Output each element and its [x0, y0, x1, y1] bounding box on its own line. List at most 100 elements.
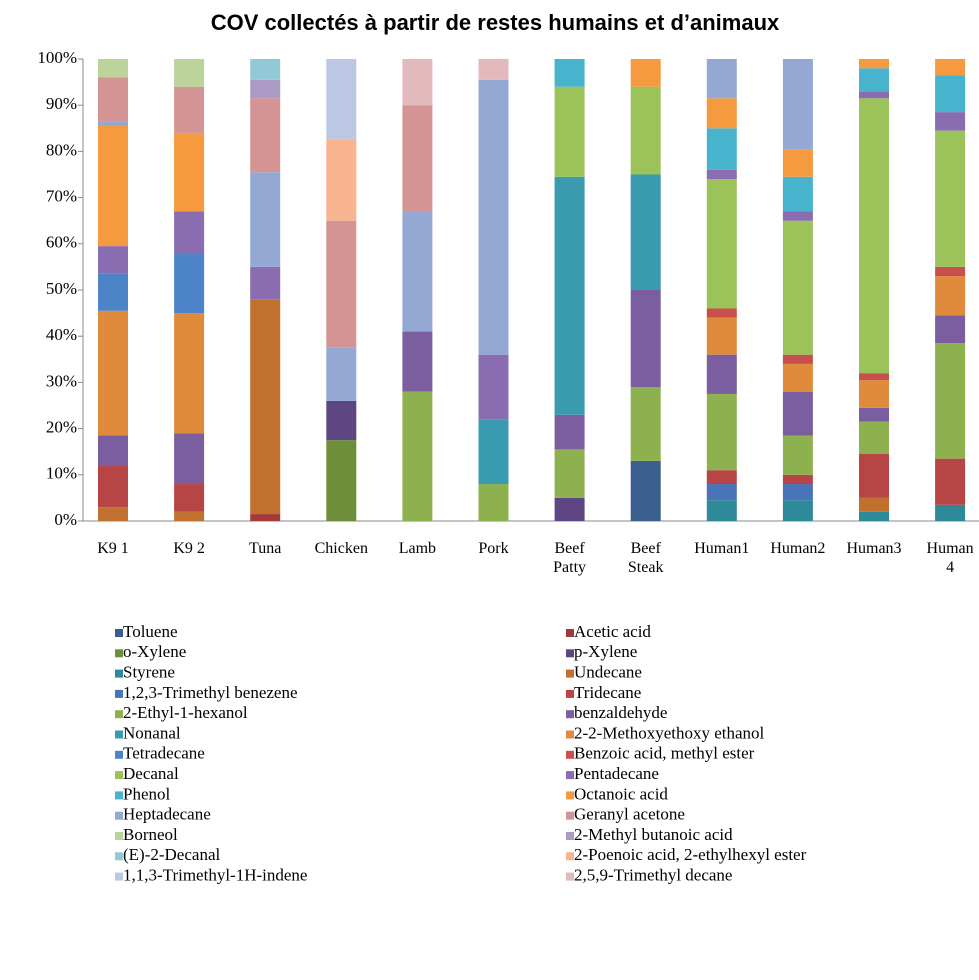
x-tick-label: Pork [478, 540, 509, 557]
bar-segment [98, 465, 128, 508]
legend-label: 2,5,9-Trimethyl decane [574, 866, 732, 885]
y-tick-label: 20% [46, 418, 77, 437]
bar-segment [174, 433, 205, 485]
x-tick-label: Chicken [314, 540, 368, 557]
legend-label: p-Xylene [574, 642, 637, 661]
legend-label: Undecane [574, 663, 642, 682]
bar-segment [630, 174, 661, 290]
bar-segment [706, 179, 737, 309]
bar-segment [554, 176, 585, 415]
legend-label: Benzoic acid, methyl ester [574, 744, 755, 763]
legend-label: Octanoic acid [574, 784, 668, 803]
bar-segment [98, 435, 128, 466]
bar-segment [935, 343, 966, 459]
bar-segment [935, 112, 966, 131]
legend-swatch [115, 730, 123, 739]
bar-segment [706, 393, 737, 471]
y-tick-label: 100% [37, 48, 77, 67]
bar-segment [478, 484, 509, 521]
legend-label: Tridecane [574, 683, 641, 702]
bar-segment [706, 470, 737, 485]
bar-segment [859, 454, 889, 498]
bar-segment [98, 125, 128, 247]
legend-swatch [115, 791, 123, 800]
bar-segment [935, 458, 966, 505]
bar-segment [478, 59, 509, 80]
legend-label: 2-Poenoic acid, 2-ethylhexyl ester [574, 845, 807, 864]
bar-segment [250, 172, 281, 267]
bar-segment [782, 59, 813, 150]
bar-segment [630, 460, 661, 521]
bar-segment [630, 290, 661, 388]
legend-swatch [115, 771, 123, 780]
bar-segment [859, 91, 889, 99]
legend-swatch [566, 649, 574, 658]
bar-segment [859, 497, 889, 512]
bar-segment [98, 273, 128, 311]
bar-segment [706, 308, 737, 318]
bar-segment [402, 211, 433, 332]
legend-label: (E)-2-Decanal [123, 845, 220, 864]
x-tick-label: Tuna [249, 540, 282, 557]
y-tick-label: 40% [46, 325, 77, 344]
bar-segment [782, 220, 813, 355]
x-tick-label: K9 2 [173, 540, 205, 557]
bar-segment [706, 98, 737, 129]
legend-label: 2-Methyl butanoic acid [574, 825, 733, 844]
bar-segment [782, 363, 813, 392]
legend-label: Tetradecane [123, 744, 205, 763]
bar-segment [402, 331, 433, 392]
x-tick-label: Beef Steak [627, 540, 664, 576]
legend-label: Heptadecane [123, 805, 211, 824]
legend-swatch [115, 811, 123, 820]
x-tick-label: Human 4 [926, 540, 974, 576]
bar-segment [98, 121, 128, 126]
bar-segment [554, 59, 585, 87]
legend-swatch [115, 710, 123, 719]
bar-segment [630, 59, 661, 87]
bar-segment [250, 79, 281, 99]
bar-segment [98, 310, 128, 436]
bar-segment [98, 246, 128, 274]
bar-segment [98, 59, 128, 78]
bar-segment [706, 500, 737, 521]
legend-swatch [566, 669, 574, 678]
y-tick-label: 0% [54, 510, 77, 529]
bar-segment [935, 315, 966, 344]
bar-segment [402, 105, 433, 212]
legend-swatch [566, 710, 574, 719]
bar-segment [326, 400, 357, 441]
bar-segment [782, 500, 813, 521]
legend-swatch [115, 852, 123, 861]
bar-segment [859, 59, 889, 69]
x-tick-label: Human2 [770, 540, 826, 557]
bar-segment [174, 313, 205, 434]
bar-segment [554, 414, 585, 450]
bar-segment [706, 128, 737, 170]
legend-label: Acetic acid [574, 622, 651, 641]
bar-segment [706, 169, 737, 180]
bar-segment [174, 59, 205, 87]
x-tick-label: Human3 [846, 540, 902, 557]
legend-label: 2-Ethyl-1-hexanol [123, 703, 248, 722]
bar-segment [402, 59, 433, 106]
legend-label: Pentadecane [574, 764, 659, 783]
y-tick-label: 60% [46, 233, 77, 252]
bar-segment [554, 86, 585, 177]
x-tick-label: Lamb [398, 540, 437, 557]
bar-segment [935, 75, 966, 113]
legend-swatch [566, 629, 574, 637]
legend-swatch [566, 689, 574, 698]
legend-swatch [115, 832, 123, 840]
bar-segment [478, 419, 509, 485]
legend-swatch [566, 771, 574, 780]
bar-segment [326, 59, 357, 140]
legend-swatch [566, 791, 574, 800]
bar-segment [250, 514, 281, 521]
bar-segment [935, 266, 966, 277]
bar-segment [935, 59, 966, 76]
legend-label: o-Xylene [123, 642, 186, 661]
bar-segment [706, 354, 737, 394]
bar-segment [859, 407, 889, 422]
